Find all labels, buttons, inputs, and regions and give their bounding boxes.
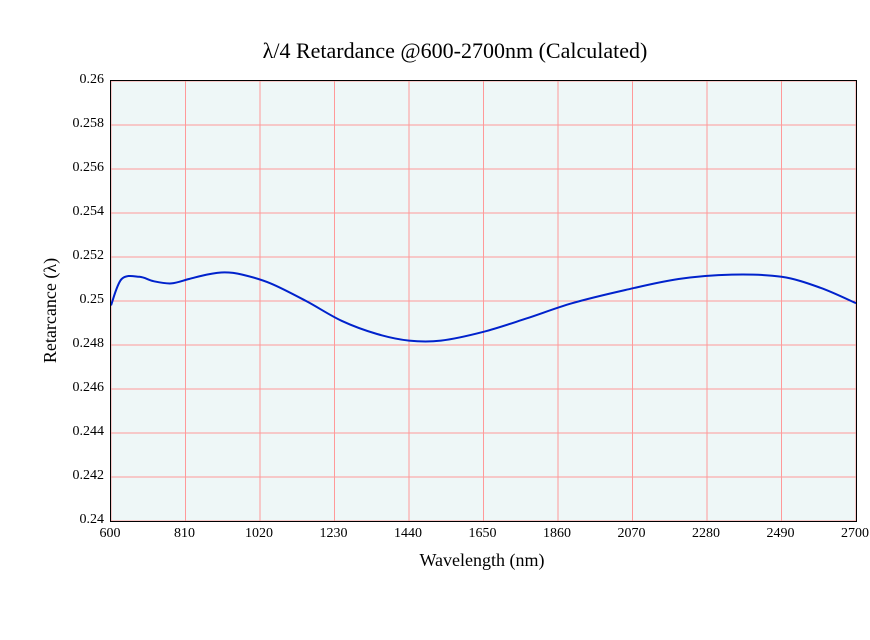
y-tick-label: 0.242 <box>73 468 105 484</box>
y-tick-label: 0.246 <box>73 380 105 396</box>
chart-title: λ/4 Retardance @600-2700nm (Calculated) <box>20 20 870 74</box>
x-tick-label: 600 <box>100 526 121 542</box>
x-tick-label: 810 <box>174 526 195 542</box>
x-tick-label: 2700 <box>841 526 869 542</box>
x-tick-label: 1860 <box>543 526 571 542</box>
x-tick-label: 2490 <box>767 526 795 542</box>
y-axis-label: Retarcance (λ) <box>40 258 61 363</box>
y-tick-label: 0.244 <box>73 424 105 440</box>
y-tick-label: 0.258 <box>73 116 105 132</box>
y-tick-label: 0.24 <box>80 512 105 528</box>
x-tick-label: 1650 <box>469 526 497 542</box>
plot-area <box>110 80 857 522</box>
x-tick-label: 1020 <box>245 526 273 542</box>
grid-svg <box>111 81 856 521</box>
y-tick-label: 0.25 <box>80 292 105 308</box>
x-tick-label: 1230 <box>320 526 348 542</box>
x-axis-label: Wavelength (nm) <box>419 550 544 571</box>
y-tick-label: 0.252 <box>73 248 105 264</box>
y-tick-label: 0.26 <box>80 72 105 88</box>
y-tick-label: 0.256 <box>73 160 105 176</box>
chart-container: λ/4 Retardance @600-2700nm (Calculated) … <box>20 20 870 620</box>
data-line-svg <box>111 81 856 521</box>
x-tick-label: 2070 <box>618 526 646 542</box>
y-tick-label: 0.254 <box>73 204 105 220</box>
y-tick-label: 0.248 <box>73 336 105 352</box>
x-tick-label: 1440 <box>394 526 422 542</box>
x-tick-label: 2280 <box>692 526 720 542</box>
